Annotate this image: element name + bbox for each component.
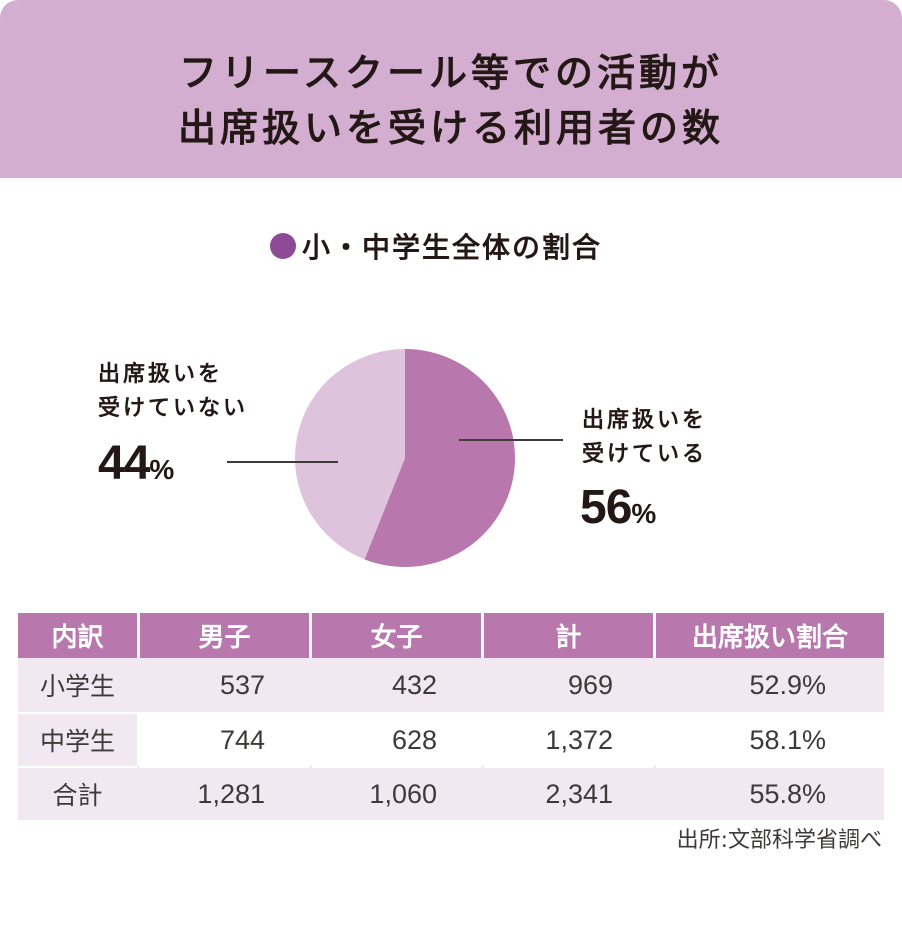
title-line-1: フリースクール等での活動が — [178, 51, 724, 95]
label-not-received-line2: 受けていない — [98, 396, 249, 421]
table-cell: 628 — [312, 712, 481, 766]
pie-slice-not-received — [294, 349, 405, 560]
column-header: 内訳 — [18, 613, 137, 658]
percent-not-received: 44% — [98, 436, 174, 491]
table-cell: 969 — [484, 658, 653, 712]
legend-dot-icon — [270, 233, 296, 259]
column-header: 男子 — [140, 613, 309, 658]
table-cell: 432 — [312, 658, 481, 712]
row-label: 合計 — [18, 766, 137, 820]
column-header: 出席扱い割合 — [656, 613, 884, 658]
table-header-row: 内訳 男子 女子計出席扱い割合 — [18, 613, 884, 658]
table-cell: 2,341 — [484, 766, 653, 820]
label-received: 出席扱いを 受けている — [582, 404, 707, 472]
table-cell: 55.8% — [656, 766, 884, 820]
table-row: 中学生 744 628 1,372 58.1% — [18, 712, 884, 766]
percent-unit: % — [149, 454, 174, 485]
table-cell: 1,281 — [140, 766, 309, 820]
label-received-line1: 出席扱いを — [582, 408, 708, 433]
source-note: 出所:文部科学省調べ — [676, 828, 882, 853]
table-cell: 537 — [140, 658, 309, 712]
row-label: 中学生 — [18, 712, 137, 766]
table-cell: 1,372 — [484, 712, 653, 766]
table-cell: 52.9% — [656, 658, 884, 712]
label-not-received-line1: 出席扱いを — [98, 362, 224, 387]
title-line-2: 出席扱いを受ける利用者の数 — [177, 106, 724, 150]
table-row: 小学生 537 432 969 52.9% — [18, 658, 884, 712]
label-not-received: 出席扱いを 受けていない — [98, 358, 248, 426]
percent-received: 56% — [580, 480, 656, 535]
percent-unit: % — [631, 498, 656, 529]
percent-value: 56 — [580, 481, 632, 534]
title-band: フリースクール等での活動が 出席扱いを受ける利用者の数 — [0, 0, 902, 178]
table-cell: 1,060 — [312, 766, 481, 820]
table-cell: 58.1% — [656, 712, 884, 766]
chart-title: 小・中学生全体の割合 — [302, 231, 603, 264]
table-row: 合計 1,281 1,060 2,341 55.8% — [18, 766, 884, 820]
leader-line-received — [459, 439, 563, 441]
row-label: 小学生 — [18, 658, 137, 712]
chart-legend: 小・中学生全体の割合 — [270, 226, 602, 266]
percent-value: 44 — [98, 437, 150, 490]
column-header: 計 — [484, 613, 653, 658]
label-received-line2: 受けている — [582, 442, 708, 467]
column-header: 女子 — [312, 613, 481, 658]
leader-line-not-received — [227, 461, 338, 463]
pie-slice-received — [364, 349, 515, 567]
table-cell: 744 — [140, 712, 309, 766]
